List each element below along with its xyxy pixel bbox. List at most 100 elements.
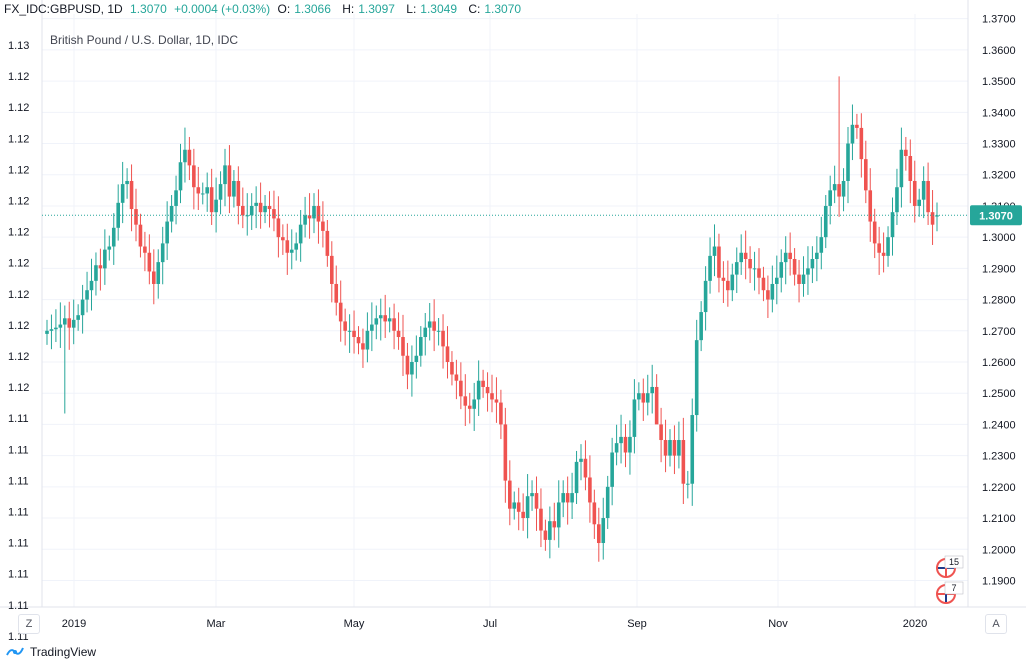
candle [690,398,695,506]
candle [921,166,926,219]
candle [668,429,672,467]
candle [165,201,169,260]
y-tick-label-right: 1.2800 [982,295,1016,307]
candle [543,519,548,551]
candle [183,127,187,183]
y-tick-label-right: 1.3400 [982,107,1016,119]
candle [556,480,561,548]
candle [459,362,463,410]
candle [321,201,325,248]
candle [396,312,401,350]
candle [574,450,579,505]
candle [481,369,485,398]
candle [289,229,294,270]
candle [637,382,641,411]
candle [886,226,890,267]
y-tick-label-right: 1.3600 [982,45,1016,57]
candle [392,303,396,350]
candle [930,190,935,245]
y-tick-label-right: 1.2600 [982,357,1016,369]
candle [85,271,89,313]
brand-name: TradingView [30,645,97,659]
candle [454,359,459,400]
y-tick-label-right: 1.2300 [982,451,1016,463]
candle [129,164,134,232]
candle [258,182,263,229]
candle [343,308,347,346]
candle [623,424,628,468]
y-tick-label-right: 1.2700 [982,326,1016,338]
legend-header: FX_IDC:GBPUSD, 1D 1.3070 +0.0004 (+0.03%… [4,2,529,18]
candle [579,444,583,481]
footer-brand[interactable]: TradingView [6,643,96,661]
y-tick-label-right: 1.3500 [982,76,1016,88]
candle [499,389,503,440]
candle [276,196,281,258]
candle [783,236,788,285]
candles [45,76,939,562]
candle [254,186,258,229]
candle [450,351,454,386]
candle [103,229,107,285]
candle [628,420,632,475]
candle [734,247,739,294]
gb-flag-event-icon[interactable]: 15 [936,555,964,578]
candle [45,319,49,345]
candle [467,392,472,424]
candle [174,175,178,225]
candle [832,165,837,204]
candle [859,113,864,178]
auto-scale-button[interactable]: A [985,614,1007,634]
y-tick-label-right: 1.2100 [982,513,1016,525]
candle [143,231,147,272]
x-tick-label: Mar [207,618,226,630]
y-tick-label-right: 1.1900 [982,575,1016,587]
candle [752,251,757,291]
candle [410,345,414,397]
candle [583,440,588,491]
candle [338,280,343,342]
candle [120,161,125,224]
candle [726,260,730,307]
candle [160,226,165,285]
y-tick-label-left: 1.11 [8,413,29,425]
candle [699,301,703,352]
candle [632,379,637,454]
candle [895,168,899,225]
zoom-reset-button[interactable]: Z [18,614,40,634]
candle [365,312,370,363]
candle [610,437,614,506]
candle [512,491,517,520]
candle [904,136,908,171]
candle [828,175,832,225]
candle [352,310,356,354]
candle [810,246,815,284]
candle [263,195,267,224]
candle [218,171,223,215]
y-tick-label-right: 1.3300 [982,139,1016,151]
candle [441,314,445,369]
candle [681,417,686,505]
candle [316,189,321,244]
candle [490,374,494,413]
candle [659,407,663,463]
candle [294,232,298,261]
y-tick-label-left: 1.12 [8,382,29,394]
candle [156,249,161,299]
candle [76,304,80,331]
us-flag-event-icon[interactable]: 7 [936,581,964,604]
candle [223,148,227,207]
candle [249,193,254,230]
candle [241,187,245,229]
candle [54,309,58,343]
candle [94,252,98,296]
y-tick-label-left: 1.11 [8,600,29,612]
candle [49,314,54,350]
candle [472,382,476,431]
tradingview-logo-icon [6,647,24,656]
candle [356,326,361,355]
candle [592,489,597,539]
candle [419,326,423,367]
candle [757,248,761,295]
